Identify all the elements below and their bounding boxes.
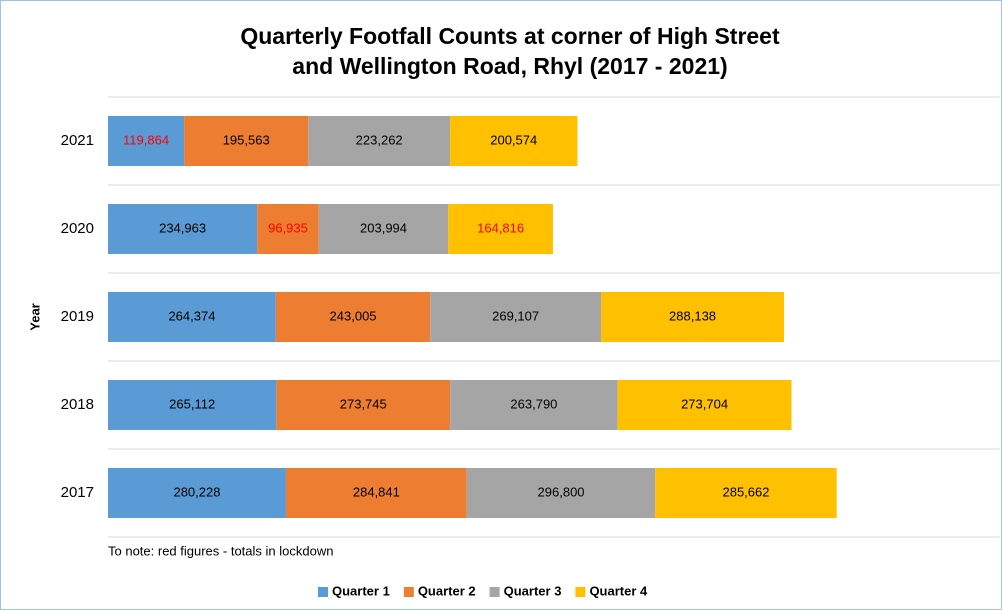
- bar-segment: [308, 116, 451, 166]
- legend-label: Quarter 3: [504, 583, 562, 598]
- legend-label: Quarter 1: [332, 583, 390, 598]
- legend-label: Quarter 2: [418, 583, 476, 598]
- bar-segment: [108, 204, 258, 254]
- y-tick-label: 2017: [61, 484, 94, 501]
- bar-segment: [108, 292, 276, 342]
- legend-swatch: [403, 587, 414, 597]
- data-label: 263,790: [510, 396, 557, 411]
- data-label: 203,994: [360, 220, 407, 235]
- y-tick-label: 2021: [61, 132, 94, 149]
- bar-segment: [448, 204, 553, 254]
- bar-segment: [655, 468, 837, 518]
- bar-segment: [450, 116, 578, 166]
- data-label: 284,841: [353, 484, 400, 499]
- data-label: 280,228: [173, 484, 220, 499]
- data-label: 243,005: [330, 308, 377, 323]
- data-label: 164,816: [477, 220, 524, 235]
- bar-segment: [257, 204, 319, 254]
- data-label: 273,745: [340, 396, 387, 411]
- data-label: 288,138: [669, 308, 716, 323]
- bar-segment: [285, 468, 467, 518]
- legend-swatch: [318, 587, 328, 597]
- chart-title: and Wellington Road, Rhyl (2017 - 2021): [292, 53, 727, 79]
- bar-segment: [466, 468, 656, 518]
- data-label: 285,662: [722, 484, 769, 499]
- bar-segment: [450, 380, 618, 430]
- y-tick-label: 2018: [61, 396, 94, 413]
- y-tick-label: 2020: [61, 220, 94, 237]
- data-label: 273,704: [681, 396, 728, 411]
- data-label: 223,262: [356, 132, 403, 147]
- data-label: 296,800: [538, 484, 585, 499]
- y-axis-label: Year: [27, 303, 42, 330]
- bar-segment: [276, 380, 451, 430]
- legend-swatch: [489, 587, 500, 597]
- bar-segment: [601, 292, 785, 342]
- legend-label: Quarter 4: [589, 583, 648, 598]
- data-label: 119,864: [123, 132, 169, 147]
- data-label: 195,563: [223, 132, 270, 147]
- data-label: 264,374: [168, 308, 215, 323]
- data-label: 96,935: [268, 220, 308, 235]
- bar-segment: [108, 380, 277, 430]
- bar-segment: [318, 204, 449, 254]
- bar-segment: [275, 292, 431, 342]
- note: To note: red figures - totals in lockdow…: [108, 543, 333, 558]
- bar-segment: [108, 468, 286, 518]
- chart-title: Quarterly Footfall Counts at corner of H…: [240, 23, 780, 49]
- bar-segment: [108, 116, 185, 166]
- bar-segment: [184, 116, 309, 166]
- data-label: 200,574: [490, 132, 537, 147]
- data-label: 234,963: [159, 220, 206, 235]
- bar-segment: [617, 380, 792, 430]
- data-label: 265,112: [169, 396, 215, 411]
- data-label: 269,107: [492, 308, 539, 323]
- bar-segment: [430, 292, 602, 342]
- legend-swatch: [575, 587, 586, 597]
- y-tick-label: 2019: [61, 308, 94, 325]
